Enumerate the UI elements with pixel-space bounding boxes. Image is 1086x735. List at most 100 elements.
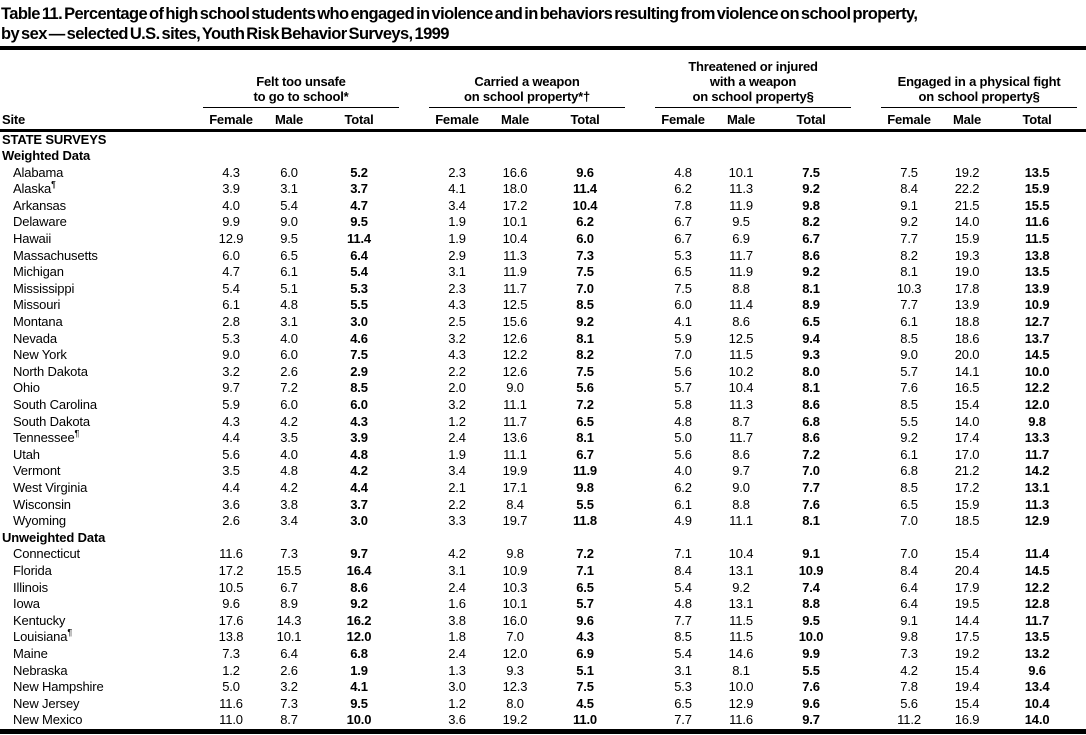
column-header-total: Total	[997, 107, 1078, 132]
value-cell: 10.5	[218, 579, 244, 595]
value-cell: 5.0	[222, 679, 240, 695]
table-row: North Dakota 3.2 2.6 2.9 2.2 12.6 7.5 5.6 10.2 8.…	[0, 364, 1086, 381]
value-cell: 17.9	[954, 579, 980, 595]
value-cell: 19.7	[502, 513, 528, 529]
value-cell: 9.5	[350, 214, 368, 230]
table-row: Illinois 10.5 6.7 8.6 2.4 10.3 6.5 5.4 9.2 7.4 6.4…	[0, 580, 1086, 597]
subsection-header-row: Weighted Data	[0, 148, 1086, 165]
value-cell: 4.0	[222, 197, 240, 213]
column-spacer	[1077, 264, 1086, 281]
table-row: Florida 17.2 15.5 16.4 3.1 10.9 7.1 8.4 13.1 10.9…	[0, 563, 1086, 580]
value-cell: 8.5	[350, 380, 368, 396]
column-spacer	[399, 580, 429, 597]
value-cell: 6.7	[674, 214, 692, 230]
column-spacer	[399, 364, 429, 381]
value-cell: 11.1	[729, 513, 753, 529]
site-cell: New Hampshire	[13, 679, 104, 695]
value-cell: 11.3	[1025, 496, 1050, 512]
value-cell: 7.6	[900, 380, 918, 396]
column-spacer	[625, 679, 655, 696]
column-spacer	[625, 397, 655, 414]
column-spacer	[1077, 629, 1086, 646]
value-cell: 16.6	[502, 164, 528, 180]
value-cell: 9.6	[1028, 662, 1046, 678]
value-cell: 4.3	[222, 164, 240, 180]
column-spacer	[1077, 380, 1086, 397]
value-cell: 6.2	[576, 214, 594, 230]
site-cell: Delaware	[13, 214, 67, 230]
value-cell: 5.9	[674, 330, 692, 346]
column-spacer	[399, 463, 429, 480]
column-spacer	[1077, 563, 1086, 580]
column-spacer	[1077, 198, 1086, 215]
value-cell: 6.0	[674, 297, 692, 313]
value-cell: 11.8	[573, 513, 598, 529]
column-spacer	[1077, 679, 1086, 696]
site-cell: New Jersey	[13, 695, 80, 711]
column-spacer	[625, 414, 655, 431]
value-cell: 8.5	[900, 479, 918, 495]
value-cell: 9.1	[802, 546, 820, 562]
value-cell: 7.1	[576, 562, 594, 578]
value-cell: 5.3	[674, 247, 692, 263]
column-spacer	[851, 364, 881, 381]
value-cell: 6.7	[674, 231, 692, 247]
value-cell: 8.9	[280, 596, 298, 612]
value-cell: 20.0	[954, 347, 980, 363]
value-cell: 9.2	[576, 314, 594, 330]
value-cell: 3.2	[448, 397, 466, 412]
value-cell: 18.6	[954, 330, 980, 346]
value-cell: 3.5	[222, 463, 240, 479]
value-cell: 9.6	[802, 695, 820, 711]
value-cell: 18.0	[502, 181, 528, 197]
value-cell: 2.0	[448, 380, 466, 396]
value-cell: 4.8	[350, 446, 368, 462]
value-cell: 13.5	[1024, 629, 1050, 645]
column-spacer	[1077, 364, 1086, 381]
column-spacer	[1077, 281, 1086, 298]
value-cell: 3.1	[674, 662, 692, 678]
table-row: South Dakota 4.3 4.2 4.3 1.2 11.7 6.5 4.8 8.7 6.8…	[0, 414, 1086, 431]
value-cell: 1.8	[448, 629, 466, 645]
site-cell: Connecticut	[13, 546, 80, 562]
value-cell: 4.7	[350, 197, 368, 213]
value-cell: 3.2	[448, 330, 466, 346]
value-cell: 8.5	[674, 629, 692, 645]
site-cell: North Dakota	[13, 363, 88, 379]
column-spacer	[1077, 107, 1086, 132]
value-cell: 2.4	[448, 579, 466, 595]
value-cell: 7.7	[802, 479, 820, 495]
subsection-header-label: Weighted Data	[2, 148, 91, 164]
value-cell: 7.7	[674, 712, 692, 728]
value-cell: 6.9	[576, 645, 594, 661]
value-cell: 9.6	[576, 612, 594, 628]
section-header-row: STATE SURVEYS	[0, 130, 1086, 148]
value-cell: 5.6	[674, 446, 692, 462]
value-cell: 2.9	[448, 247, 466, 263]
value-cell: 11.5	[729, 629, 753, 645]
column-spacer	[399, 679, 429, 696]
table-title-line-2: by sex — selected U.S. sites, Youth Risk…	[1, 25, 449, 43]
table-row: Alaska¶ 3.9 3.1 3.7 4.1 18.0 11.4 6.2 11.3 9.2 8.4…	[0, 180, 1086, 198]
value-cell: 4.2	[448, 546, 466, 562]
table-row: Mississippi 5.4 5.1 5.3 2.3 11.7 7.0 7.5 8.8 8.1 1…	[0, 281, 1086, 298]
column-spacer	[851, 596, 881, 613]
column-spacer	[399, 281, 429, 298]
value-cell: 13.8	[1024, 247, 1050, 263]
value-cell: 7.7	[900, 231, 918, 247]
value-cell: 11.7	[1025, 612, 1050, 628]
column-spacer	[851, 397, 881, 414]
value-cell: 5.3	[350, 280, 368, 296]
value-cell: 7.6	[802, 496, 820, 512]
value-cell: 15.9	[954, 496, 980, 512]
column-spacer	[625, 546, 655, 563]
site-cell: South Dakota	[13, 413, 90, 429]
column-spacer	[851, 463, 881, 480]
value-cell: 1.2	[448, 695, 466, 711]
value-cell: 10.4	[502, 231, 528, 247]
data-table: Felt too unsafe to go to school* Carried…	[0, 51, 1086, 729]
column-header-male: Male	[711, 107, 772, 132]
site-cell: Maine	[13, 645, 48, 661]
column-group-title-line: Engaged in a physical fight	[897, 73, 1061, 89]
